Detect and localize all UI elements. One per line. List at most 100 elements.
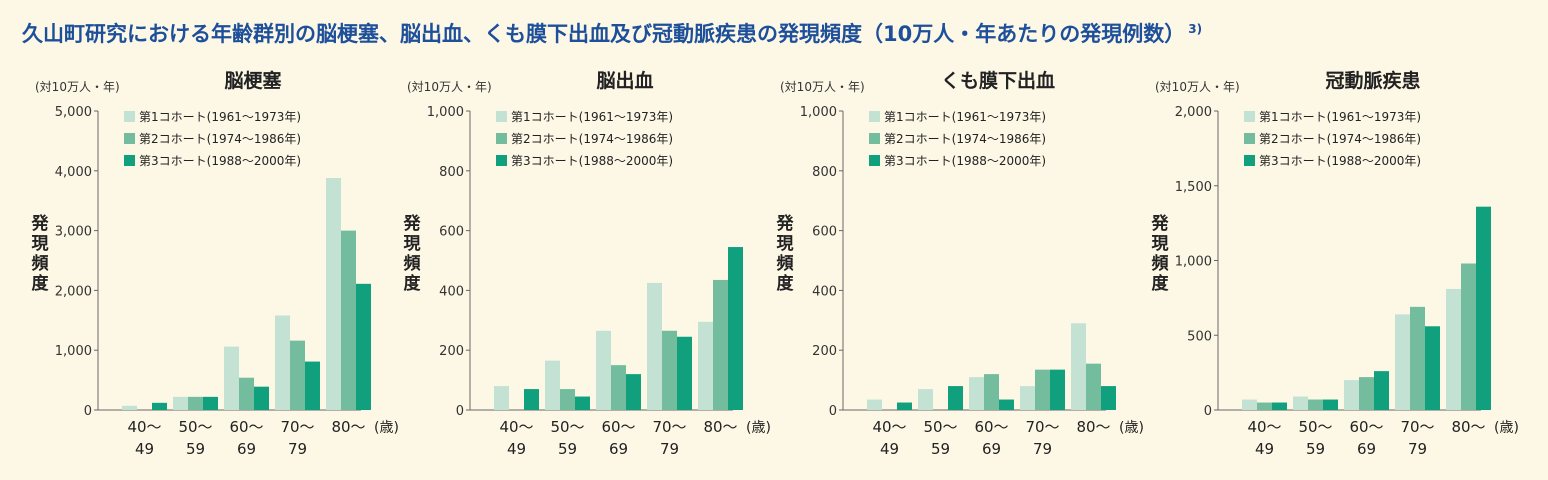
y-tick-label: 200	[812, 344, 837, 359]
bar-s1-2	[1293, 396, 1308, 410]
y-unit-label: (対10万人・年)	[780, 80, 865, 94]
y-axis-label-char: 頻	[31, 253, 49, 274]
bar-s1-2	[545, 360, 560, 410]
x-tick-label: 40〜	[127, 418, 161, 436]
bar-s1-1	[122, 405, 137, 410]
legend-swatch	[869, 133, 880, 144]
y-axis-label-char: 度	[404, 273, 422, 294]
bar-s1-3	[596, 330, 611, 410]
chart-panel-1: 脳梗塞 (対10万人・年) 発現頻度 0 1,000 2,000 3,000 4,000 5,0…	[31, 69, 399, 458]
bar-s1-1	[867, 399, 882, 410]
y-tick-label: 400	[439, 284, 464, 299]
x-tick-label-sub: 49	[135, 440, 154, 458]
y-tick-label: 2,000	[1175, 105, 1212, 120]
y-axis-label-char: 頻	[1151, 253, 1169, 274]
x-tick-label-sub: 49	[880, 440, 899, 458]
legend-swatch	[869, 155, 880, 166]
bar-s3-5	[1101, 386, 1116, 410]
bar-s2-3	[239, 377, 254, 410]
y-axis-label-char: 現	[404, 234, 421, 254]
y-axis-label-char: 発	[403, 213, 422, 234]
y-tick-label: 1,000	[55, 344, 92, 359]
bar-s2-5	[1086, 363, 1101, 410]
legend-entry: 第2コホート(1974〜1986年)	[139, 132, 301, 146]
legend-swatch	[124, 111, 135, 122]
bar-s3-5	[356, 283, 371, 410]
y-axis-label-char: 発	[1151, 213, 1170, 234]
legend-entry: 第2コホート(1974〜1986年)	[1259, 132, 1421, 146]
chart-title: 冠動脈疾患	[1325, 69, 1420, 92]
y-axis-label-char: 現	[777, 234, 794, 254]
bar-s3-4	[305, 361, 320, 410]
x-tick-label-sub: 69	[1357, 440, 1376, 458]
bar-s2-2	[188, 396, 203, 410]
y-tick-label: 200	[439, 344, 464, 359]
bar-s3-4	[677, 336, 692, 410]
legend-entry: 第2コホート(1974〜1986年)	[511, 132, 673, 146]
legend-entry: 第2コホート(1974〜1986年)	[884, 132, 1046, 146]
bar-s1-5	[1071, 323, 1086, 410]
bar-s2-3	[984, 374, 999, 410]
y-tick-label: 800	[812, 165, 837, 180]
y-tick-label: 600	[439, 225, 464, 240]
x-tick-label: 80〜	[703, 418, 737, 436]
y-axis-label-char: 発	[776, 213, 795, 234]
legend-swatch	[496, 111, 507, 122]
bar-s2-4	[1035, 369, 1050, 410]
legend-swatch	[124, 155, 135, 166]
bar-s1-4	[1020, 386, 1035, 410]
bar-s3-3	[999, 399, 1014, 410]
bar-s2-4	[290, 340, 305, 410]
x-tick-label: 60〜	[974, 418, 1008, 436]
bar-s2-3	[611, 365, 626, 410]
x-tick-label: 70〜	[652, 418, 686, 436]
bar-s1-1	[494, 386, 509, 410]
bar-s3-3	[1374, 371, 1389, 410]
x-unit-label: (歳)	[1494, 420, 1519, 436]
bar-s1-2	[918, 389, 933, 410]
x-tick-label: 80〜	[1451, 418, 1485, 436]
legend-swatch	[496, 155, 507, 166]
x-tick-label: 70〜	[1025, 418, 1059, 436]
x-tick-label-sub: 59	[931, 440, 950, 458]
chart-title: 脳梗塞	[223, 69, 282, 92]
x-tick-label-sub: 79	[1408, 440, 1427, 458]
bar-s2-5	[1461, 263, 1476, 410]
x-tick-label-sub: 79	[288, 440, 307, 458]
chart-panel-3: くも膜下出血 (対10万人・年) 発現頻度 0 200 400 600 800 1,000 40〜…	[776, 69, 1144, 458]
y-tick-label: 400	[812, 284, 837, 299]
bar-s1-4	[1395, 314, 1410, 410]
y-tick-label: 5,000	[55, 105, 92, 120]
bar-s1-5	[1446, 288, 1461, 410]
page-title-text: 久山町研究における年齢群別の脳梗塞、脳出血、くも膜下出血及び冠動脈疾患の発現頻度…	[22, 22, 1186, 46]
bar-s3-5	[728, 247, 743, 410]
bar-s1-5	[698, 321, 713, 410]
title-reference: 3)	[1188, 22, 1203, 36]
x-tick-label: 50〜	[1298, 418, 1332, 436]
y-tick-label: 4,000	[55, 165, 92, 180]
x-tick-label: 50〜	[178, 418, 212, 436]
x-tick-label: 60〜	[601, 418, 635, 436]
bar-s2-4	[1410, 306, 1425, 410]
bar-s3-1	[524, 389, 539, 410]
y-tick-label: 600	[812, 225, 837, 240]
x-tick-label: 40〜	[499, 418, 533, 436]
legend-swatch	[496, 133, 507, 144]
bar-s1-4	[647, 282, 662, 410]
bar-s3-2	[1323, 399, 1338, 410]
x-tick-label-sub: 69	[609, 440, 628, 458]
x-tick-label-sub: 49	[507, 440, 526, 458]
bar-s2-4	[662, 330, 677, 410]
y-unit-label: (対10万人・年)	[35, 80, 120, 94]
y-tick-label: 800	[439, 165, 464, 180]
x-tick-label: 60〜	[1349, 418, 1383, 436]
x-tick-label-sub: 59	[186, 440, 205, 458]
page-title: 久山町研究における年齢群別の脳梗塞、脳出血、くも膜下出血及び冠動脈疾患の発現頻度…	[22, 18, 1202, 48]
y-tick-label: 500	[1187, 329, 1212, 344]
bar-s2-5	[713, 279, 728, 410]
bar-s3-1	[897, 402, 912, 410]
bar-s2-2	[1308, 399, 1323, 410]
legend-entry: 第3コホート(1988〜2000年)	[139, 154, 301, 168]
bar-s2-1	[1257, 402, 1272, 410]
